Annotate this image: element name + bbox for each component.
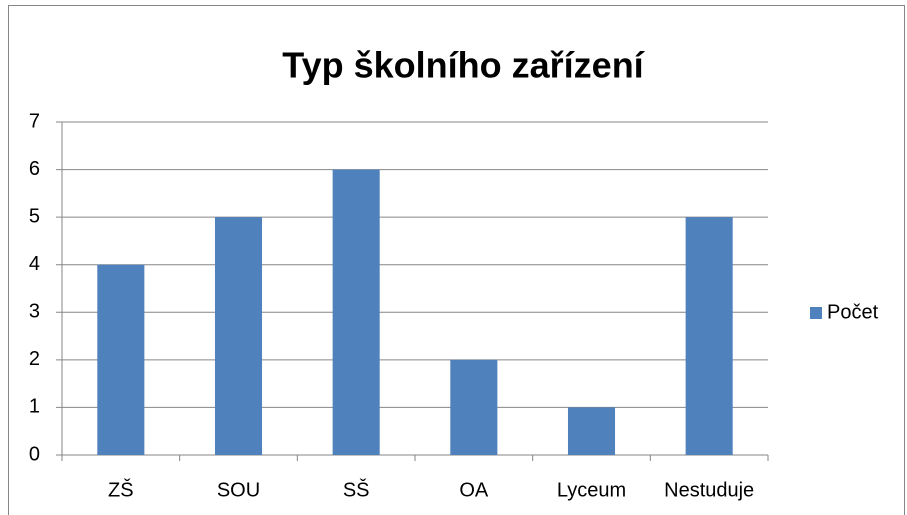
y-tick-label: 5	[29, 205, 40, 227]
y-tick-label: 0	[29, 443, 40, 465]
x-tick-label: SOU	[217, 479, 260, 501]
y-tick-label: 2	[29, 348, 40, 370]
y-tick-label: 4	[29, 253, 40, 275]
y-tick-label: 1	[29, 396, 40, 418]
bar	[332, 169, 380, 456]
x-tick-label: SŠ	[343, 478, 370, 501]
bar	[214, 217, 263, 455]
x-tick-label: ZŠ	[108, 478, 134, 501]
y-tick-label: 6	[29, 158, 40, 180]
chart-title: Typ školního zařízení	[282, 45, 644, 86]
legend-label: Počet	[827, 301, 879, 323]
y-tick-label: 7	[29, 110, 40, 132]
x-tick-label: OA	[459, 479, 489, 501]
x-tick-label: Nestuduje	[664, 479, 754, 501]
y-tick-label: 3	[29, 301, 40, 323]
legend-swatch	[810, 307, 822, 319]
bar	[97, 264, 145, 455]
bar	[567, 407, 616, 455]
bar	[685, 217, 733, 455]
bar	[450, 359, 498, 455]
x-tick-label: Lyceum	[557, 479, 626, 501]
